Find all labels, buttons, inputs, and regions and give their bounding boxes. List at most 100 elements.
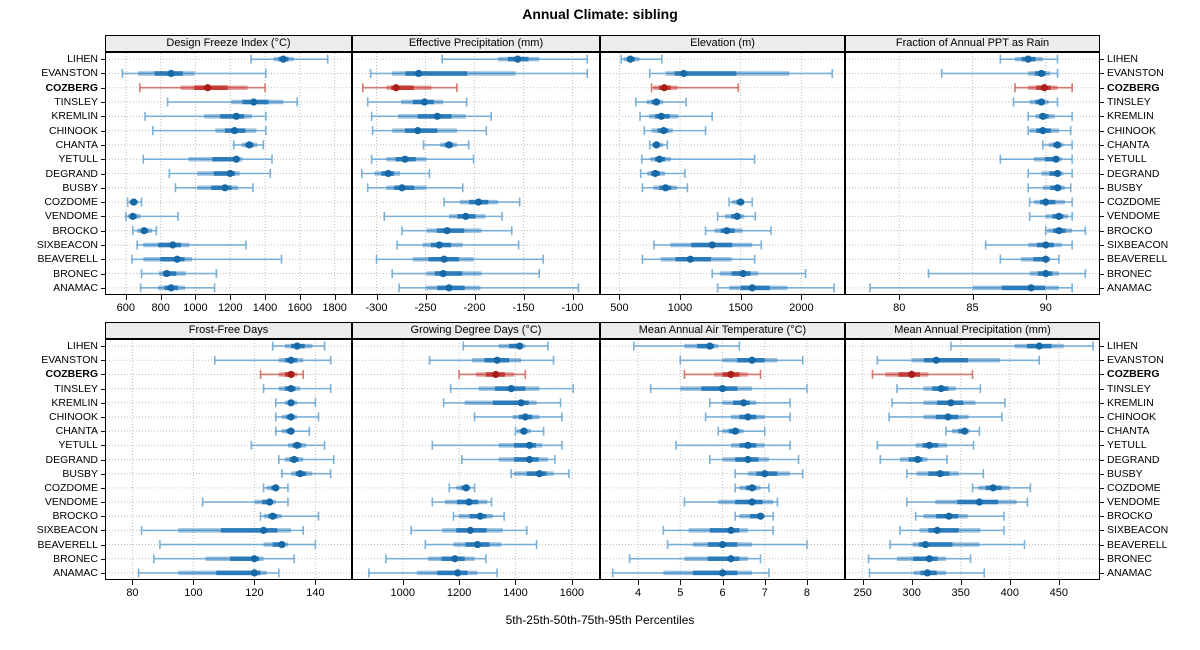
row-axis-tick (101, 287, 105, 289)
row-axis-tick (1100, 130, 1104, 132)
panel-strip-title: Fraction of Annual PPT as Rain (845, 35, 1100, 52)
row-label-tinsley: TINSLEY (1107, 382, 1151, 395)
panel-x-axis: 250 300 350 400 450 (845, 580, 1100, 607)
x-axis-tick-label: 800 (151, 302, 170, 314)
panel-strip-title: Frost-Free Days (105, 322, 352, 339)
row-axis-tick (101, 431, 105, 433)
row-axis-tick (1100, 530, 1104, 532)
row-label-cozdome: COZDOME (1107, 481, 1161, 494)
row-label-cozberg: COZBERG (45, 81, 99, 94)
row-axis-tick (101, 487, 105, 489)
row-label-chanta: CHANTA (55, 425, 98, 438)
row-label-cozdome: COZDOME (1107, 196, 1161, 209)
x-axis-tick (638, 580, 640, 585)
row-axis-tick (1100, 431, 1104, 433)
x-axis-tick-label: 500 (610, 302, 629, 314)
row-axis-tick (101, 73, 105, 75)
x-axis-tick (315, 580, 317, 585)
x-axis-tick (972, 295, 974, 300)
row-axis-tick (101, 87, 105, 89)
row-axis-tick (1100, 572, 1104, 574)
panel-x-axis: 600 800 1000 1200 1400 1600 1800 (105, 295, 352, 322)
panel-fraction-ppt-as-rain: Fraction of Annual PPT as Rain 80 85 90 (845, 35, 1100, 322)
row-label-chinook: CHINOOK (48, 410, 98, 423)
panel-x-axis: 80 85 90 (845, 295, 1100, 322)
x-axis-tick (160, 295, 162, 300)
row-axis-tick (1100, 473, 1104, 475)
row-label-brocko: BROCKO (52, 224, 98, 237)
panel-x-axis: 1000 1200 1400 1600 (352, 580, 600, 607)
x-axis-tick (1045, 295, 1047, 300)
x-axis-tick (801, 295, 803, 300)
row-axis-tick (1100, 287, 1104, 289)
x-axis-tick (193, 580, 195, 585)
row-axis-tick (101, 173, 105, 175)
x-axis-tick (960, 580, 962, 585)
row-axis-tick (101, 159, 105, 161)
row-label-kremlin: KREMLIN (1107, 110, 1154, 123)
row-label-degrand: DEGRAND (1107, 453, 1160, 466)
x-axis-tick (230, 295, 232, 300)
x-axis-tick-label: -100 (561, 302, 584, 314)
row-label-brocko: BROCKO (52, 510, 98, 523)
row-axis-tick (101, 445, 105, 447)
row-axis-tick (101, 473, 105, 475)
row-label-anamac: ANAMAC (1107, 566, 1152, 579)
x-axis-tick-label: 120 (245, 587, 264, 599)
row-axis-tick (101, 459, 105, 461)
row-label-yetull: YETULL (58, 439, 98, 452)
panel-x-axis: 500 1000 1500 2000 (600, 295, 845, 322)
row-label-tinsley: TINSLEY (1107, 96, 1151, 109)
x-axis-tick-label: 90 (1039, 302, 1052, 314)
x-axis-tick-label: 5 (677, 587, 684, 599)
row-label-sixbeacon: SIXBEACON (36, 524, 98, 537)
row-labels-left-bottom: LIHEN EVANSTON COZBERG TINSLEY KREMLIN CHINOO… (0, 322, 105, 580)
row-axis-tick (1100, 374, 1104, 376)
row-axis-tick (1100, 445, 1104, 447)
row-axis-tick (1100, 346, 1104, 348)
row-axis-tick (1100, 502, 1104, 504)
x-axis-tick-label: 600 (116, 302, 136, 314)
row-axis-tick (1100, 59, 1104, 61)
row-label-degrand: DEGRAND (1107, 167, 1160, 180)
row-label-bronec: BRONEC (1107, 267, 1152, 280)
x-axis-tick-label: 85 (966, 302, 979, 314)
row-axis-tick (101, 374, 105, 376)
x-axis-tick (125, 295, 127, 300)
x-axis-tick-label: 1600 (287, 302, 313, 314)
row-label-anamac: ANAMAC (1107, 281, 1152, 294)
row-label-chanta: CHANTA (55, 138, 98, 151)
row-axis-tick (101, 59, 105, 61)
row-axis-tick (1100, 102, 1104, 104)
x-axis-tick (680, 580, 682, 585)
row-axis-tick (101, 502, 105, 504)
row-axis-tick (1100, 144, 1104, 146)
x-axis-tick-label: -150 (512, 302, 535, 314)
row-axis-tick (1100, 159, 1104, 161)
panel-strip-title: Mean Annual Air Temperature (°C) (600, 322, 845, 339)
row-axis-tick (1100, 516, 1104, 518)
row-label-chinook: CHINOOK (48, 124, 98, 137)
row-label-lihen: LIHEN (67, 340, 98, 353)
row-label-sixbeacon: SIXBEACON (1107, 524, 1169, 537)
panel-plot (600, 339, 845, 580)
row-axis-tick (101, 116, 105, 118)
row-label-vendome: VENDOME (1107, 496, 1161, 509)
row-label-sixbeacon: SIXBEACON (1107, 238, 1169, 251)
chart-title: Annual Climate: sibling (522, 6, 678, 22)
x-axis-tick-label: 1200 (217, 302, 243, 314)
row-axis-tick (1100, 416, 1104, 418)
x-axis-tick (806, 580, 808, 585)
row-axis-tick (1100, 244, 1104, 246)
row-axis-tick (1100, 87, 1104, 89)
row-label-beaverell: BEAVERELL (37, 253, 98, 266)
x-axis-tick (265, 295, 267, 300)
row-label-vendome: VENDOME (44, 496, 98, 509)
row-label-sixbeacon: SIXBEACON (36, 238, 98, 251)
row-label-chanta: CHANTA (1107, 425, 1150, 438)
row-label-kremlin: KREMLIN (51, 110, 98, 123)
panel-elevation: Elevation (m) 500 1000 1500 2000 (600, 35, 845, 322)
x-axis-tick (911, 580, 913, 585)
row-label-vendome: VENDOME (1107, 210, 1161, 223)
x-axis-tick-label: 1200 (446, 587, 472, 599)
